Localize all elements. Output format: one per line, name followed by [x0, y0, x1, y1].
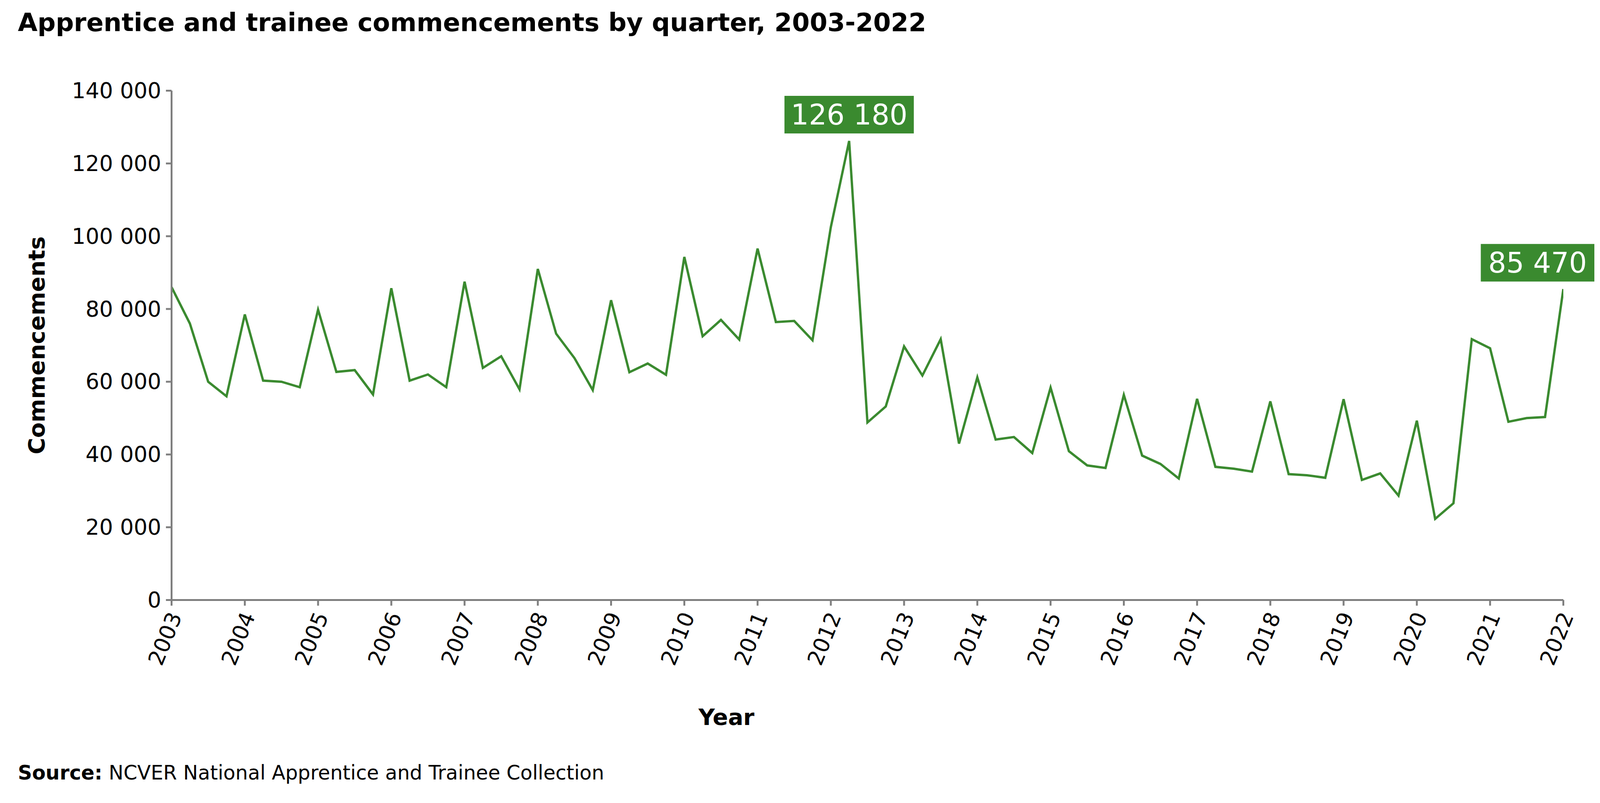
svg-text:126 180: 126 180: [790, 98, 908, 132]
svg-text:2010: 2010: [655, 608, 700, 670]
svg-text:2014: 2014: [948, 608, 993, 670]
svg-text:80 000: 80 000: [85, 296, 162, 322]
svg-text:100 000: 100 000: [71, 223, 162, 250]
svg-text:120 000: 120 000: [71, 150, 162, 177]
svg-text:20 000: 20 000: [85, 514, 162, 541]
svg-text:2022: 2022: [1534, 608, 1579, 670]
html-text:Apprentice and trainee commenc: Apprentice and trainee commencements by …: [17, 7, 927, 38]
svg-text:2011: 2011: [729, 608, 774, 670]
svg-text:2004: 2004: [216, 608, 261, 670]
svg-text:2007: 2007: [435, 608, 480, 670]
svg-text:2020: 2020: [1388, 608, 1433, 670]
svg-text:2009: 2009: [582, 608, 627, 670]
html-text:Commencements: Commencements: [23, 236, 50, 455]
svg-text:140 000: 140 000: [71, 78, 162, 104]
svg-text:2018: 2018: [1241, 608, 1287, 670]
svg-text:60 000: 60 000: [85, 368, 162, 395]
svg-text:2012: 2012: [802, 608, 847, 670]
html-text:Year: Year: [698, 704, 755, 731]
svg-text:2006: 2006: [362, 608, 408, 670]
html-text:Source: NCVER National Apprent: Source: NCVER National Apprentice and Tr…: [17, 761, 605, 785]
svg-text:2015: 2015: [1021, 608, 1067, 670]
svg-text:2016: 2016: [1095, 608, 1140, 670]
svg-text:2019: 2019: [1315, 608, 1360, 670]
svg-text:2003: 2003: [142, 608, 188, 670]
svg-text:40 000: 40 000: [85, 441, 162, 468]
svg-text:0: 0: [147, 587, 162, 613]
svg-text:2013: 2013: [875, 608, 920, 670]
svg-text:85 470: 85 470: [1488, 246, 1587, 280]
svg-text:2008: 2008: [509, 608, 554, 670]
svg-text:2017: 2017: [1168, 608, 1213, 670]
svg-text:2021: 2021: [1461, 608, 1506, 670]
svg-text:2005: 2005: [289, 608, 334, 670]
